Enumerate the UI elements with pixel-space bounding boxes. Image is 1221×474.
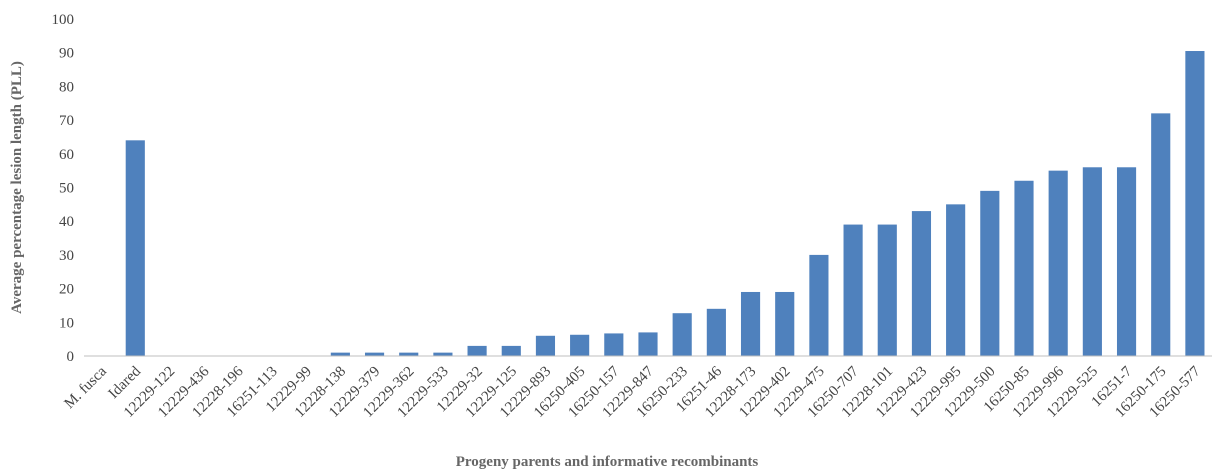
bar [535, 335, 556, 356]
bar [570, 334, 590, 356]
bar [1082, 167, 1102, 356]
y-tick-label: 40 [59, 214, 74, 230]
bar [980, 190, 1000, 356]
bar [125, 140, 145, 356]
bar [330, 352, 350, 356]
y-tick-label: 0 [67, 349, 75, 365]
bar [433, 352, 453, 356]
bar [501, 345, 521, 356]
bar [946, 204, 966, 356]
bar [672, 313, 692, 356]
bar [467, 345, 487, 356]
y-tick-label: 80 [59, 79, 74, 95]
bar [1151, 113, 1171, 356]
y-tick-label: 90 [59, 46, 74, 62]
bar [1116, 167, 1137, 356]
x-axis-ticks: M. fuscaIdared12229-12212229-43612228-19… [61, 363, 1204, 421]
bar [1048, 170, 1068, 356]
bar [740, 291, 761, 356]
y-tick-label: 50 [59, 181, 74, 197]
x-tick-label: M. fusca [61, 363, 110, 412]
bar [809, 254, 829, 356]
bar [706, 308, 726, 356]
y-axis-ticks: 0 10 20 30 40 50 60 70 80 90 100 [52, 12, 75, 365]
bar [1014, 180, 1034, 356]
bar [604, 333, 624, 356]
y-axis-title: Average percentage lesion length (PLL) [9, 61, 25, 314]
bar [1185, 51, 1205, 356]
bar [638, 332, 658, 356]
bar [843, 224, 863, 356]
bar [911, 211, 932, 356]
bars [125, 51, 1205, 356]
y-tick-label: 20 [59, 282, 74, 298]
bar [399, 352, 419, 356]
y-tick-label: 60 [59, 147, 74, 163]
bar [364, 352, 385, 356]
y-tick-label: 30 [59, 248, 74, 264]
bar [775, 291, 795, 356]
y-tick-label: 70 [59, 113, 74, 129]
bar [877, 224, 897, 356]
y-tick-label: 10 [59, 315, 74, 331]
x-axis-title: Progeny parents and informative recombin… [456, 454, 759, 470]
y-tick-label: 100 [52, 12, 75, 28]
